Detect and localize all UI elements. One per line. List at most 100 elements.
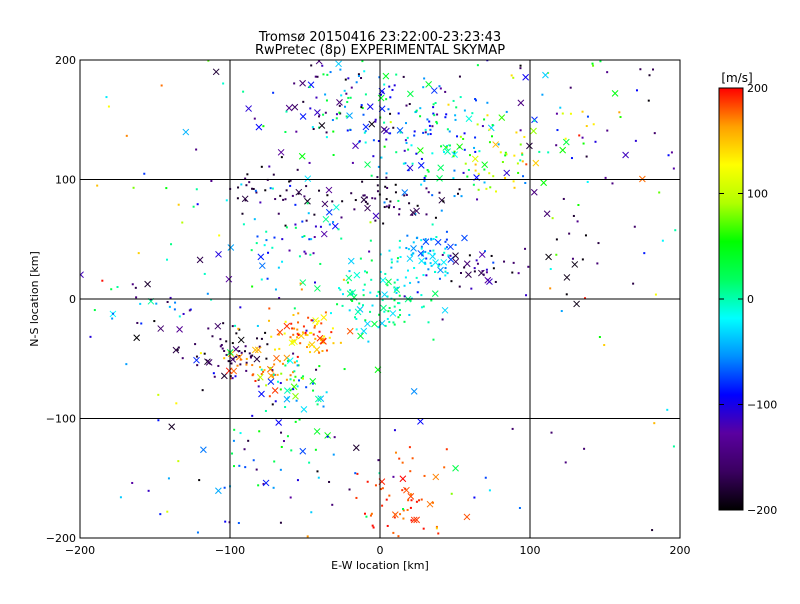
data-point-x [352,142,359,150]
data-point [405,247,408,250]
data-point-x [452,252,459,259]
data-point-x [364,320,371,328]
data-point [432,106,435,109]
data-point [318,115,321,118]
data-point [370,174,373,177]
data-point [246,173,249,176]
data-point-x [299,113,307,120]
data-point-x [200,446,207,454]
data-point-x [271,387,279,394]
data-point [422,527,425,530]
data-point [348,488,351,491]
data-point [362,289,365,292]
data-point [484,250,487,253]
data-point [231,342,234,345]
data-point [426,169,429,172]
data-point [422,305,425,308]
data-point [308,461,311,464]
data-point [155,302,158,305]
data-point-x [417,418,424,425]
data-point-x [245,105,252,112]
data-point [398,308,401,311]
data-point [477,172,480,175]
data-point-x [407,493,415,500]
data-point [259,366,262,369]
data-point [237,327,240,330]
data-point [584,297,587,300]
data-point [274,288,277,291]
data-point [245,357,248,360]
data-point [381,487,384,490]
data-point [338,287,341,290]
data-point [258,430,261,433]
data-point-x [196,256,204,264]
data-point [474,98,477,101]
data-point [476,198,479,201]
data-point [269,187,272,190]
data-point [486,114,489,117]
data-point [349,128,352,131]
data-point [170,243,173,246]
data-point [243,350,246,353]
data-point-x [417,250,425,257]
data-point [284,406,287,409]
data-point [371,197,374,200]
data-point [382,91,385,94]
data-point [306,334,309,337]
data-point [218,234,221,237]
data-point [363,131,366,134]
data-point [366,202,369,205]
data-point [369,239,372,242]
data-point [654,293,657,296]
data-point-x [300,406,308,413]
data-point [339,341,342,344]
data-point [276,373,279,376]
data-point [504,151,507,154]
data-point [667,154,670,157]
data-point [278,347,281,350]
data-point-x [320,230,328,238]
data-point [311,126,314,129]
data-point [262,482,265,485]
data-point [384,272,387,275]
data-point [387,310,390,313]
data-point [584,234,587,237]
data-point [357,73,360,76]
data-point [388,320,391,323]
data-point [342,278,345,281]
data-point [603,344,606,347]
data-point [207,60,210,62]
data-point [295,399,298,402]
data-point [294,226,297,229]
data-point [284,224,287,227]
data-point [325,349,328,352]
data-point [233,465,236,468]
data-point [429,249,432,252]
data-point [318,126,321,129]
data-point [289,378,292,381]
data-point-x [353,271,361,279]
data-point [393,323,396,326]
data-point [169,296,172,299]
data-point [556,129,559,132]
data-point [385,205,388,208]
data-point-x [352,444,360,452]
data-point-x [331,222,339,230]
x-axis: −200 −100 0 100 200 [65,60,691,557]
data-point [362,304,365,307]
data-point [131,481,134,484]
data-point [355,496,358,499]
data-point [427,268,430,271]
data-point [350,192,353,195]
data-point-x [410,516,418,524]
data-point [331,119,334,122]
data-point-x [436,175,443,182]
data-point [242,90,245,93]
data-point [362,194,365,197]
data-point [561,112,564,115]
data-point-x [215,250,222,258]
data-point [265,384,268,387]
data-point [413,266,416,269]
data-point-x [396,127,404,134]
data-point-x [258,262,266,270]
